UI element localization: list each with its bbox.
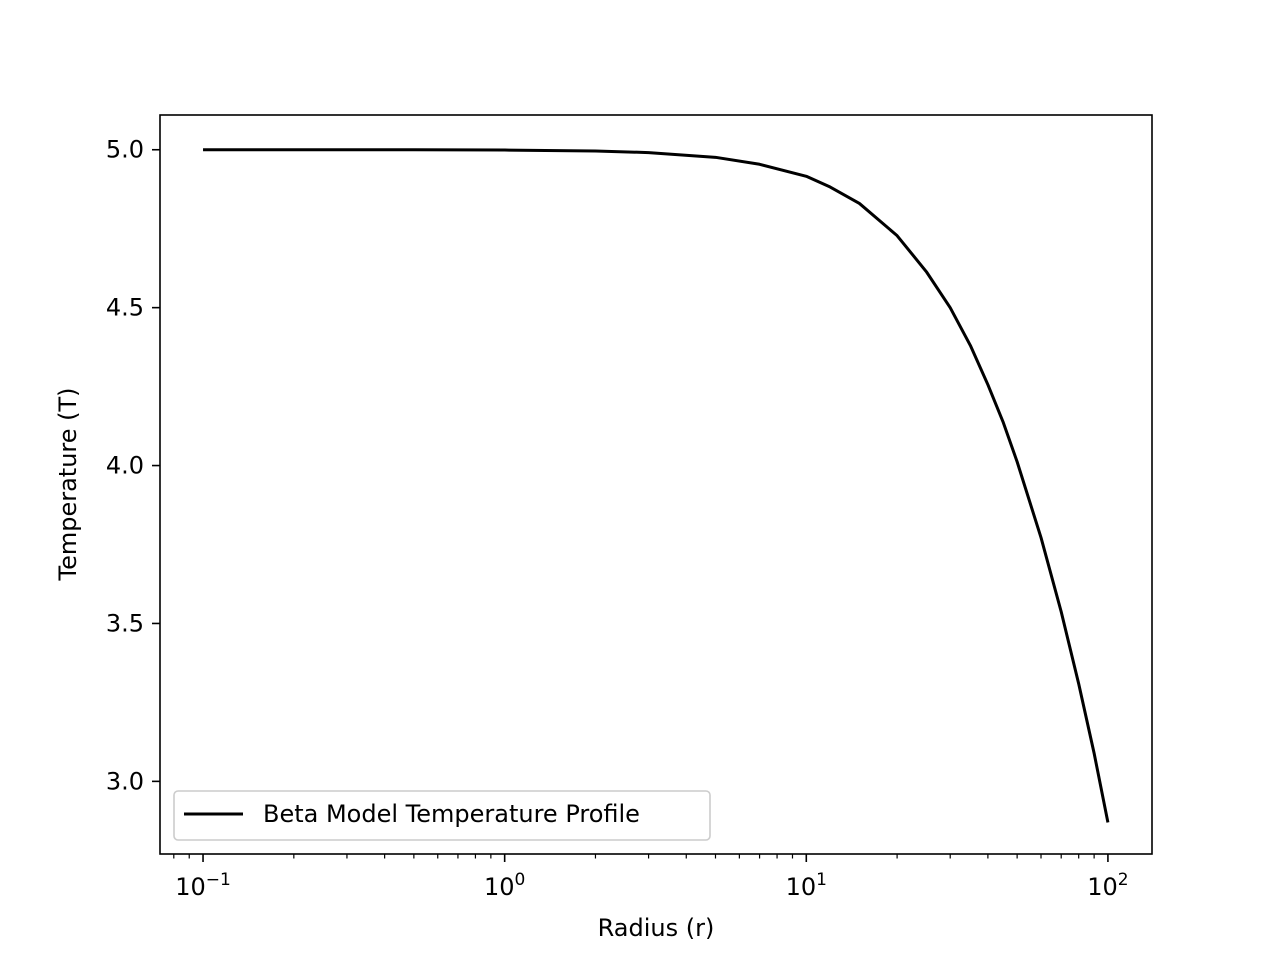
x-tick-label: 101 [786, 870, 827, 901]
legend-label: Beta Model Temperature Profile [263, 800, 640, 828]
x-axis-label: Radius (r) [598, 914, 715, 942]
y-tick-label: 3.5 [106, 609, 144, 637]
x-tick-label: 100 [484, 870, 525, 901]
x-tick-label: 10−1 [175, 870, 231, 901]
x-tick-label: 102 [1087, 870, 1128, 901]
legend-box [173, 790, 711, 841]
series-line [203, 148, 1110, 823]
legend: Beta Model Temperature Profile [173, 790, 711, 841]
y-tick-label: 5.0 [106, 136, 144, 164]
y-axis-ticks: 3.0 3.5 4.0 4.5 5.0 [106, 136, 160, 795]
plot-frame [159, 114, 1153, 855]
y-tick-label: 4.0 [106, 452, 144, 480]
x-axis-ticks: 10−1 100 101 102 [175, 854, 1129, 901]
y-axis-label: Temperature (T) [54, 387, 82, 581]
y-tick-label: 4.5 [106, 294, 144, 322]
y-tick-label: 3.0 [106, 767, 144, 795]
